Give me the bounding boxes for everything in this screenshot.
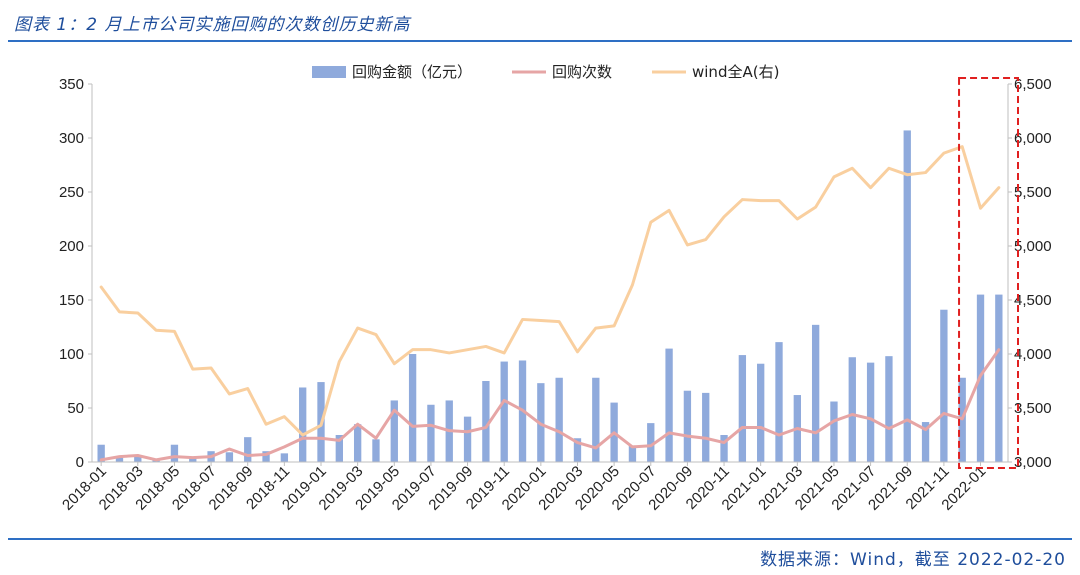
bar — [427, 404, 435, 462]
y-right-tick-label: 4,500 — [1014, 292, 1052, 309]
bar — [940, 309, 948, 462]
bar — [848, 357, 856, 462]
bar — [921, 422, 930, 462]
line-series-count — [99, 348, 1001, 462]
bar — [592, 377, 600, 462]
y-left-tick-label: 150 — [59, 292, 84, 309]
bar — [170, 444, 179, 462]
bar — [702, 392, 710, 462]
bar — [775, 342, 783, 462]
legend-label: 回购金额（亿元） — [352, 63, 472, 81]
y-left-tick-label: 300 — [59, 130, 84, 147]
line-series-index — [99, 145, 1001, 437]
y-right-tick-label: 3,500 — [1014, 400, 1052, 417]
bar — [244, 437, 252, 462]
bar — [885, 356, 893, 462]
bar — [683, 390, 692, 462]
bar — [115, 457, 124, 462]
chart-title: 图表 1：2 月上市公司实施回购的次数创历史新高 — [14, 15, 411, 35]
bar — [647, 423, 655, 462]
legend-label: wind全A(右) — [692, 63, 779, 81]
bar — [995, 294, 1003, 462]
y-left-tick-label: 100 — [59, 346, 84, 363]
legend: 回购金额（亿元） 回购次数 wind全A(右) — [312, 63, 779, 81]
highlight-box — [958, 77, 1019, 469]
bar — [262, 451, 270, 462]
bar — [353, 424, 362, 462]
bar — [811, 324, 820, 462]
combo-chart: 0 50 100 150 200 250 300 350 3,000 3,500 4,000 4,50… — [59, 63, 1052, 514]
highlight-rect — [958, 77, 1019, 469]
count-line-path — [99, 348, 1001, 462]
bar — [335, 435, 343, 462]
axes: 0 50 100 150 200 250 300 350 3,000 3,500 4,000 4,50… — [59, 76, 1052, 514]
bar — [665, 348, 673, 462]
bar — [757, 363, 765, 462]
bar — [390, 400, 398, 462]
bar — [225, 452, 234, 462]
y-left-tick-label: 50 — [67, 400, 84, 417]
bar — [134, 456, 142, 462]
y-right-tick-label: 5,500 — [1014, 184, 1052, 201]
bar — [555, 377, 563, 462]
bar-series-amount — [97, 130, 1003, 462]
y-right-tick-label: 5,000 — [1014, 238, 1052, 255]
y-right-tick-label: 6,500 — [1014, 76, 1052, 93]
bar — [189, 457, 197, 462]
bar — [500, 361, 508, 462]
y-right-tick-label: 4,000 — [1014, 346, 1052, 363]
bar — [738, 355, 747, 462]
y-right-tick-label: 6,000 — [1014, 130, 1052, 147]
bar — [97, 444, 105, 462]
bar — [482, 381, 490, 462]
bar — [408, 354, 417, 462]
y-right-tick-label: 3,000 — [1014, 454, 1052, 471]
source-note: 数据来源：Wind，截至 2022-02-20 — [760, 550, 1066, 570]
bar — [903, 130, 911, 462]
bar — [720, 435, 728, 462]
bar — [866, 362, 875, 462]
legend-swatch-bar — [312, 66, 346, 78]
y-left-tick-label: 0 — [76, 454, 84, 471]
bar — [463, 416, 472, 462]
bar — [299, 387, 307, 462]
footer-rule — [8, 538, 1072, 540]
y-left-tick-label: 250 — [59, 184, 84, 201]
y-left-tick-label: 350 — [59, 76, 84, 93]
y-left-tick-label: 200 — [59, 238, 84, 255]
bar — [280, 453, 289, 462]
bar — [372, 439, 380, 462]
bar — [573, 438, 582, 462]
title-rule — [8, 40, 1072, 42]
legend-label: 回购次数 — [552, 63, 612, 81]
bar — [830, 401, 838, 462]
index-line-path — [99, 145, 1001, 437]
bar — [628, 445, 637, 462]
